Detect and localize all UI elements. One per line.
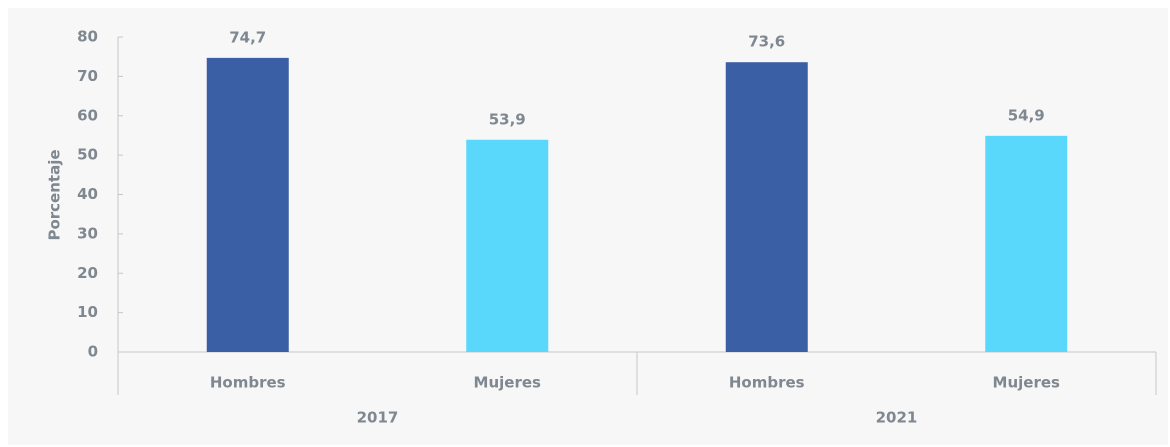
y-tick-label: 70 xyxy=(77,67,98,85)
x-tick-label: Mujeres xyxy=(993,374,1060,392)
bar xyxy=(725,62,808,352)
value-label: 73,6 xyxy=(748,33,785,51)
x-tick-label: Mujeres xyxy=(474,374,541,392)
y-tick-label: 10 xyxy=(77,303,98,321)
x-tick-label: Hombres xyxy=(729,374,805,392)
value-label: 74,7 xyxy=(229,28,266,46)
bar xyxy=(466,139,549,352)
x-tick-label: Hombres xyxy=(210,374,286,392)
value-label: 53,9 xyxy=(489,110,526,128)
value-label: 54,9 xyxy=(1008,106,1045,124)
y-tick-label: 80 xyxy=(77,28,98,46)
y-axis-label: Porcentaje xyxy=(46,149,64,240)
y-tick-label: 30 xyxy=(77,224,98,242)
group-label: 2017 xyxy=(357,409,399,427)
y-tick-label: 60 xyxy=(77,106,98,124)
y-tick-label: 20 xyxy=(77,264,98,282)
y-tick-label: 0 xyxy=(88,343,98,361)
bar xyxy=(985,135,1068,352)
bar xyxy=(206,57,289,353)
chart-background xyxy=(8,8,1168,445)
y-tick-label: 50 xyxy=(77,146,98,164)
y-tick-label: 40 xyxy=(77,185,98,203)
group-label: 2021 xyxy=(876,409,918,427)
